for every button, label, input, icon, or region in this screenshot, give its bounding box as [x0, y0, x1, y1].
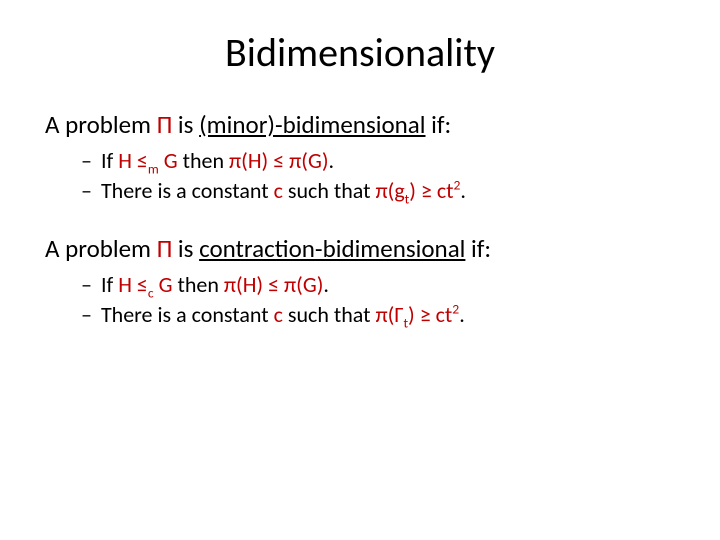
end: .: [460, 177, 466, 204]
s2-term: contraction-bidimensional: [199, 233, 465, 264]
s2-pre: A problem: [45, 233, 157, 264]
s1-post: if:: [426, 109, 452, 140]
rhs: ct2: [436, 301, 460, 328]
rhs: π(G): [284, 271, 323, 298]
end: .: [459, 301, 465, 328]
s1-sym: Π: [157, 109, 173, 140]
rel-sym: ≤: [137, 147, 148, 174]
s2-item1: – If H ≤c G then π(H) ≤ π(G).: [81, 270, 675, 300]
lhs: π(Γt): [375, 301, 414, 328]
lhs1: π(g: [375, 177, 404, 204]
relation: ≤m: [137, 147, 159, 174]
s1-item2: – There is a constant c such that π(gt) …: [81, 176, 675, 206]
dash-icon: –: [81, 147, 92, 174]
lhs: π(H): [229, 147, 268, 174]
var-g: G: [159, 271, 173, 298]
s2-item2: – There is a constant c such that π(Γt) …: [81, 300, 675, 330]
section2-lead: A problem Π is contraction-bidimensional…: [45, 233, 675, 264]
relation: ≤c: [137, 271, 154, 298]
dash-icon: –: [81, 271, 92, 298]
var-c: c: [274, 301, 283, 328]
dash-icon: –: [81, 301, 92, 328]
rel: ≥: [416, 177, 437, 204]
var-h: H: [118, 271, 132, 298]
rel2: ≤: [263, 271, 284, 298]
section1-lead: A problem Π is (minor)-bidimensional if:: [45, 109, 675, 140]
s2-mid: is: [172, 233, 199, 264]
rel-sym: ≤: [137, 271, 148, 298]
t: If: [96, 147, 118, 174]
t: then: [178, 147, 229, 174]
rhs: ct2: [437, 177, 461, 204]
lhs: π(gt): [375, 177, 415, 204]
s2-sym: Π: [157, 233, 173, 264]
end: .: [323, 271, 329, 298]
slide-title: Bidimensionality: [45, 28, 675, 77]
end: .: [329, 147, 335, 174]
t: such that: [283, 177, 376, 204]
rel: ≥: [415, 301, 436, 328]
dash-icon: –: [81, 177, 92, 204]
var-g: G: [164, 147, 178, 174]
t: such that: [283, 301, 376, 328]
s1-item1: – If H ≤m G then π(H) ≤ π(G).: [81, 146, 675, 176]
t: There is a constant: [96, 301, 274, 328]
rel-sub: m: [148, 160, 159, 177]
var-c: c: [274, 177, 283, 204]
lhs: π(H): [224, 271, 263, 298]
s1-term: (minor)-bidimensional: [199, 109, 425, 140]
t: then: [173, 271, 224, 298]
s1-mid: is: [172, 109, 199, 140]
lhs2: ): [408, 301, 415, 328]
s1-pre: A problem: [45, 109, 157, 140]
t: There is a constant: [96, 177, 274, 204]
lhs1: π(Γ: [375, 301, 403, 328]
section1-list: – If H ≤m G then π(H) ≤ π(G). – There is…: [81, 146, 675, 205]
rhs1: ct: [437, 177, 454, 204]
rhs: π(G): [289, 147, 328, 174]
rhs1: ct: [436, 301, 453, 328]
s2-post: if:: [465, 233, 491, 264]
lhs2: ): [409, 177, 416, 204]
var-h: H: [118, 147, 132, 174]
rel2: ≤: [268, 147, 289, 174]
section2-list: – If H ≤c G then π(H) ≤ π(G). – There is…: [81, 270, 675, 329]
t: If: [96, 271, 118, 298]
